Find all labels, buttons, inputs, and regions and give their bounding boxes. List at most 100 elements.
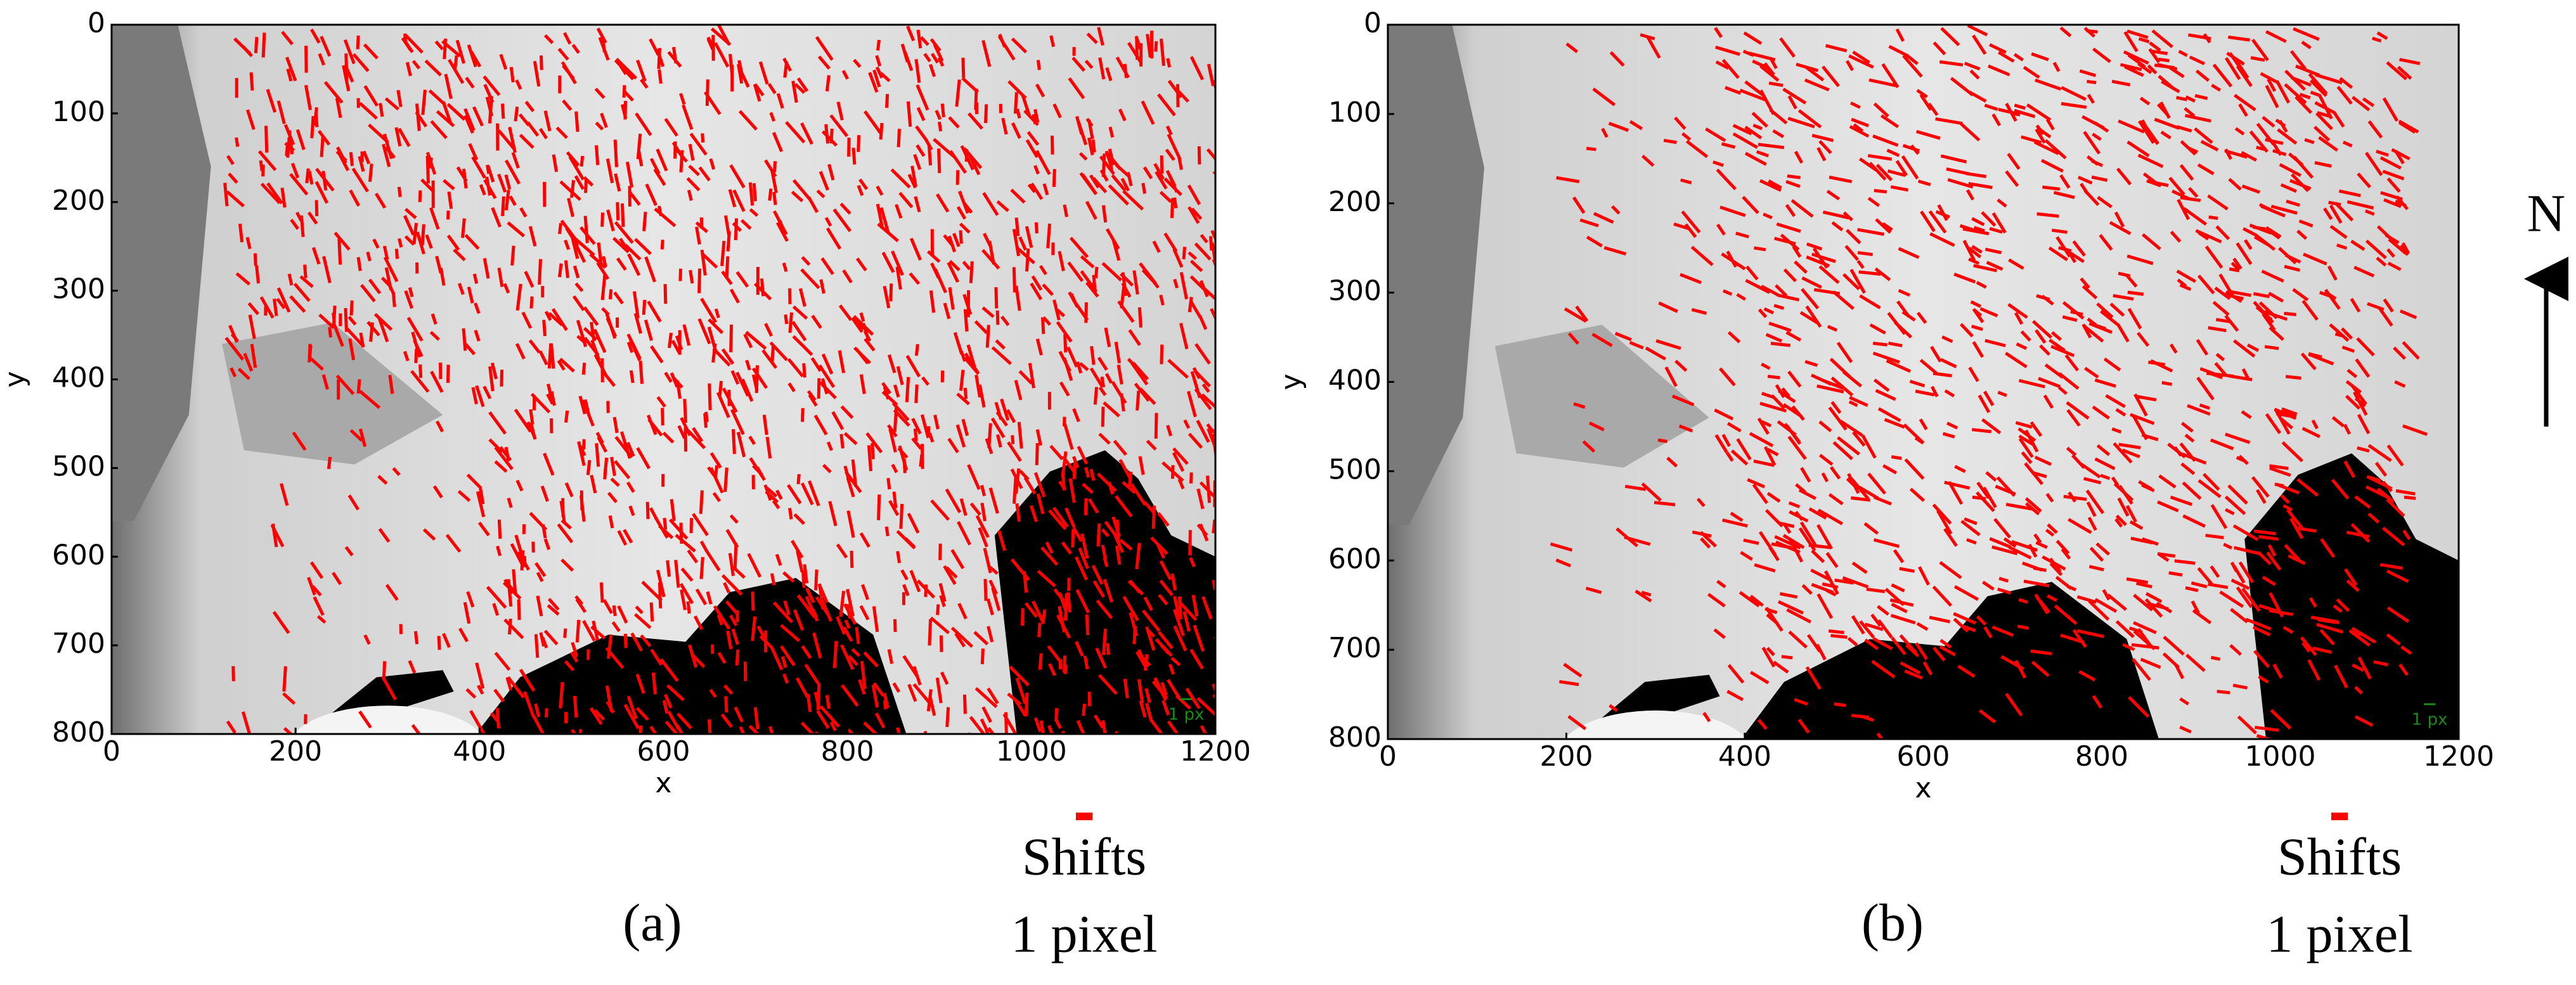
shift-vector: [761, 349, 778, 370]
shift-vector: [1939, 561, 1962, 579]
shift-vector: [825, 227, 842, 250]
shift-vector: [765, 487, 778, 498]
shift-vector: [1761, 363, 1771, 370]
shift-vector: [472, 106, 484, 127]
shift-vector: [668, 332, 673, 349]
shift-vector: [829, 721, 837, 731]
shift-vector: [2047, 594, 2057, 602]
shift-vector: [776, 93, 784, 109]
shift-vector: [309, 561, 324, 579]
shift-vector: [791, 190, 804, 203]
shift-vector: [2212, 300, 2230, 316]
shift-vector: [947, 262, 959, 283]
shift-vector: [540, 486, 549, 502]
x-tick-label: 400: [453, 735, 506, 768]
shift-vector: [610, 456, 616, 477]
shift-vector: [453, 55, 458, 70]
shift-vector: [2091, 175, 2108, 182]
shift-vector: [678, 268, 683, 281]
shift-vector: [226, 720, 236, 734]
shift-vector: [666, 684, 685, 702]
shift-vector: [2123, 50, 2149, 65]
shift-vector: [1097, 27, 1104, 46]
shift-vector: [303, 264, 307, 278]
shift-vector: [1993, 518, 2011, 539]
shift-vector: [1690, 245, 1714, 266]
shift-vector: [1039, 720, 1045, 734]
shift-vector: [2092, 132, 2102, 141]
shift-vector: [937, 148, 942, 174]
shift-vector: [2181, 422, 2194, 433]
shift-vector: [2182, 514, 2206, 528]
shift-vector: [641, 581, 663, 602]
shift-vector: [995, 434, 1002, 448]
shift-vector: [699, 557, 704, 579]
shift-vector: [1068, 478, 1076, 503]
shift-vector: [2284, 264, 2300, 272]
shift-vector: [1781, 655, 1793, 660]
x-tick-label: 1000: [996, 735, 1067, 768]
shift-vector: [1727, 331, 1741, 344]
shift-vector: [969, 716, 986, 734]
shift-vector: [1160, 643, 1170, 655]
shift-vector: [463, 115, 474, 134]
x-tick-label: 1200: [2423, 740, 2494, 773]
shift-vector: [938, 583, 947, 602]
shift-vector: [1745, 265, 1759, 281]
shift-vector: [1130, 362, 1149, 385]
shift-vector: [895, 203, 903, 219]
shift-vector: [1903, 423, 1925, 444]
shift-vector: [892, 491, 898, 508]
shift-vector: [2382, 97, 2398, 122]
shift-vector: [905, 377, 910, 402]
shift-vector: [597, 242, 603, 265]
shift-vector: [1114, 341, 1121, 364]
shift-vector: [1764, 446, 1777, 467]
shift-vector: [675, 380, 682, 399]
shift-vector: [713, 42, 730, 68]
shift-vector: [753, 707, 760, 730]
shift-vector: [2005, 352, 2028, 368]
shift-vector: [2289, 50, 2307, 70]
shift-vector: [1700, 537, 1711, 549]
shift-vector: [2274, 482, 2284, 487]
shift-vector: [1891, 602, 1908, 614]
shift-vector: [2296, 478, 2319, 497]
shift-vector: [335, 98, 342, 119]
shift-vector: [2177, 278, 2187, 288]
shift-vector: [510, 543, 526, 569]
shift-vector: [1740, 551, 1753, 561]
shift-vector: [859, 532, 871, 548]
shift-vector: [1629, 340, 1644, 350]
shift-vector: [2178, 49, 2188, 57]
shift-vector: [2314, 161, 2332, 168]
shift-vector: [564, 240, 571, 250]
shift-vector: [2083, 189, 2100, 207]
shift-vector: [1983, 390, 1995, 406]
shift-vector: [2200, 139, 2219, 151]
shift-vector: [654, 516, 669, 539]
shift-vector: [995, 310, 1000, 325]
shift-vector: [987, 626, 994, 643]
shift-vector: [2252, 626, 2271, 637]
shift-vector: [1851, 714, 1869, 719]
shift-vector: [914, 196, 921, 213]
shift-vector: [2357, 172, 2371, 189]
shift-vector: [1816, 593, 1834, 619]
shift-vector: [1752, 484, 1768, 505]
shift-vector: [307, 171, 314, 185]
shift-vector: [839, 202, 851, 215]
shift-vector: [2402, 529, 2411, 541]
shift-vector: [1977, 394, 1991, 413]
shift-vector: [1976, 615, 1987, 626]
shift-vector: [359, 101, 378, 120]
shift-vector: [839, 590, 846, 617]
y-tick-label: 700: [1328, 632, 1382, 664]
shift-vector: [382, 143, 391, 167]
shift-vector: [2126, 29, 2149, 39]
shift-vector: [1654, 501, 1676, 506]
shift-vector: [1189, 56, 1205, 80]
shift-vector: [623, 529, 633, 544]
shift-vector: [731, 628, 739, 645]
shift-vector: [1173, 625, 1188, 652]
